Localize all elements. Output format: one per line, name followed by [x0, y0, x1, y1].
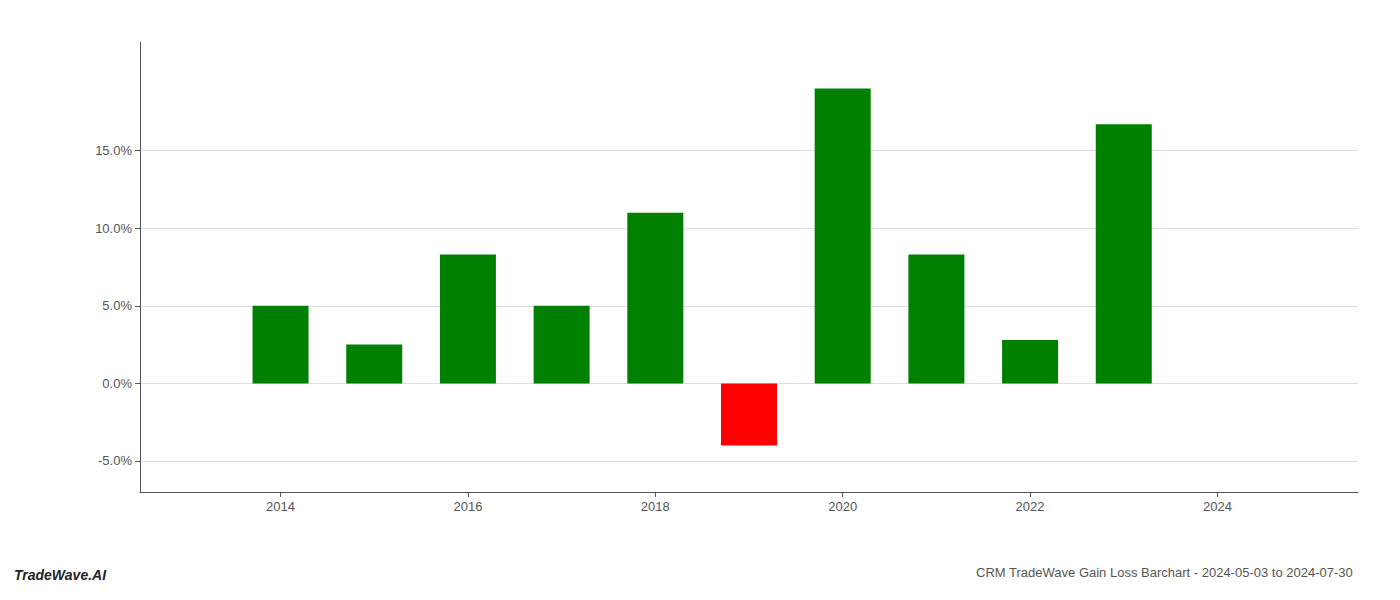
svg-text:2018: 2018: [641, 499, 670, 514]
svg-text:TradeWave.AI: TradeWave.AI: [14, 567, 107, 583]
svg-text:2014: 2014: [266, 499, 295, 514]
svg-text:CRM TradeWave Gain Loss Barcha: CRM TradeWave Gain Loss Barchart - 2024-…: [976, 565, 1353, 580]
svg-text:-5.0%: -5.0%: [98, 453, 132, 468]
svg-text:2022: 2022: [1016, 499, 1045, 514]
svg-text:2020: 2020: [828, 499, 857, 514]
svg-text:5.0%: 5.0%: [102, 298, 132, 313]
svg-text:0.0%: 0.0%: [102, 376, 132, 391]
svg-text:15.0%: 15.0%: [95, 143, 132, 158]
svg-text:2024: 2024: [1203, 499, 1232, 514]
svg-text:10.0%: 10.0%: [95, 221, 132, 236]
svg-text:2016: 2016: [453, 499, 482, 514]
